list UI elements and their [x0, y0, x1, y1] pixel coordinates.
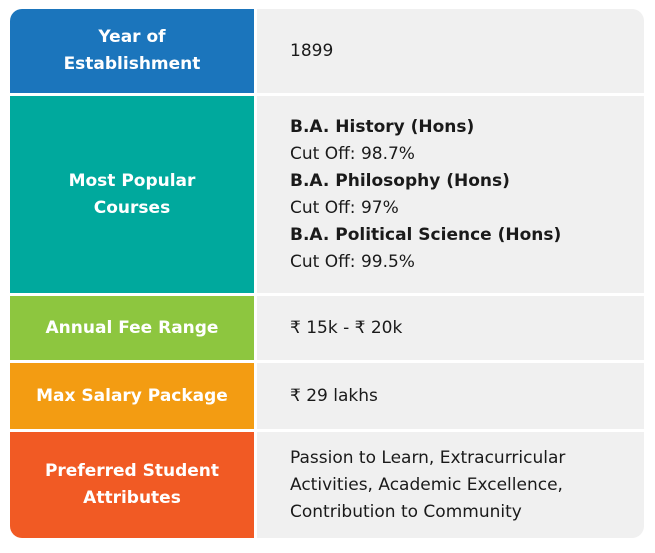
table-row-fee: Annual Fee Range ₹ 15k - ₹ 20k [10, 296, 644, 360]
year-label: Year of Establishment [63, 27, 201, 74]
courses-label: Most Popular Courses [68, 170, 196, 218]
course-name: B.A. Philosophy (Hons) [290, 170, 510, 191]
fee-value: ₹ 15k - ₹ 20k [290, 317, 403, 338]
year-value: 1899 [290, 40, 334, 61]
table-row-courses: Most Popular Courses B.A. History (Hons)… [10, 96, 644, 293]
course-name: B.A. Political Science (Hons) [290, 224, 562, 245]
courses-label-cell: Most Popular Courses [10, 96, 254, 293]
attributes-label-cell: Preferred Student Attributes [10, 432, 254, 538]
attributes-label: Preferred Student Attributes [44, 461, 220, 508]
year-value-cell: 1899 [257, 9, 644, 93]
course-cutoff: Cut Off: 99.5% [290, 251, 415, 272]
course-cutoff: Cut Off: 97% [290, 197, 399, 218]
salary-value-cell: ₹ 29 lakhs [257, 363, 644, 429]
fee-value-cell: ₹ 15k - ₹ 20k [257, 296, 644, 360]
fee-label: Annual Fee Range [45, 317, 219, 338]
college-info-table: Year of Establishment 1899 Most Popular … [10, 9, 644, 538]
table-row-year: Year of Establishment 1899 [10, 9, 644, 93]
course-cutoff: Cut Off: 98.7% [290, 143, 415, 164]
salary-value: ₹ 29 lakhs [290, 385, 378, 406]
year-label-cell: Year of Establishment [10, 9, 254, 93]
fee-label-cell: Annual Fee Range [10, 296, 254, 360]
table-row-salary: Max Salary Package ₹ 29 lakhs [10, 363, 644, 429]
attributes-value: Passion to Learn, Extracurricular Activi… [290, 447, 566, 522]
table-row-attributes: Preferred Student Attributes Passion to … [10, 432, 644, 538]
salary-label: Max Salary Package [36, 385, 228, 406]
course-name: B.A. History (Hons) [290, 116, 475, 137]
attributes-value-cell: Passion to Learn, Extracurricular Activi… [257, 432, 644, 538]
courses-value-cell: B.A. History (Hons) Cut Off: 98.7% B.A. … [257, 96, 644, 293]
salary-label-cell: Max Salary Package [10, 363, 254, 429]
